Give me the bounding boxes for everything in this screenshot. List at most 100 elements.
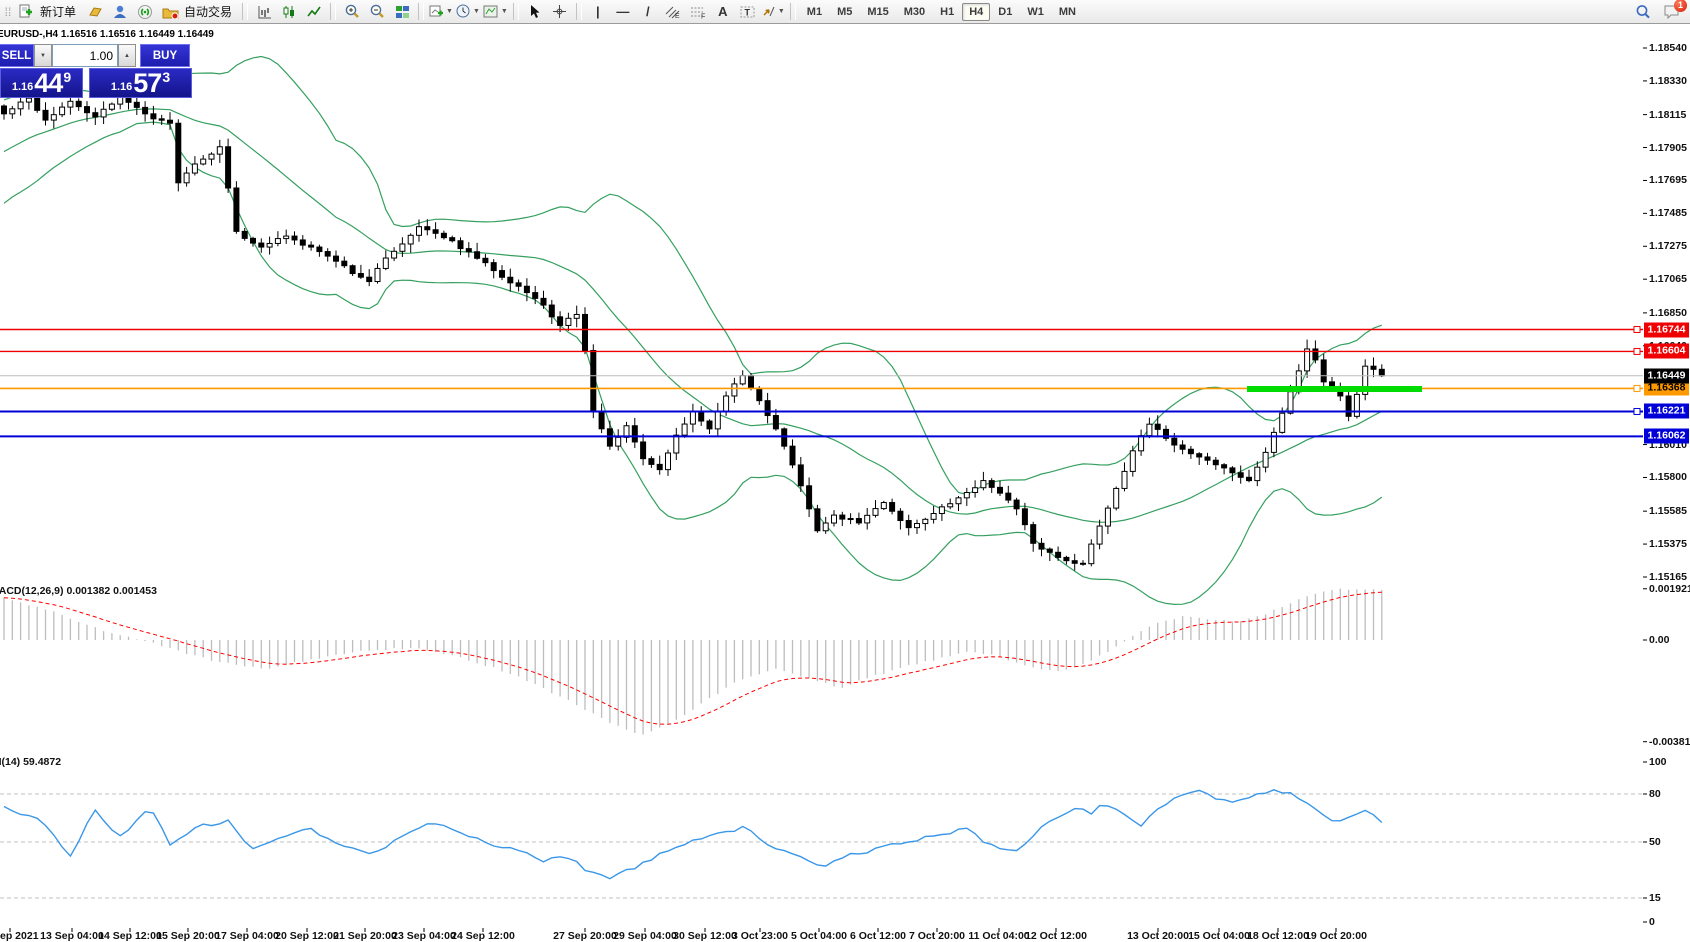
timeframe-m5[interactable]: M5 xyxy=(837,5,853,18)
line-endpoint-marker[interactable] xyxy=(1633,407,1641,415)
candle xyxy=(1304,348,1311,372)
periods-button[interactable]: ▼ xyxy=(455,1,481,23)
autotrade-button[interactable] xyxy=(158,1,182,23)
candle xyxy=(399,243,406,252)
timeframe-d1[interactable]: D1 xyxy=(998,5,1013,18)
candle xyxy=(50,114,57,121)
bollinger-band xyxy=(3,108,1383,523)
candle xyxy=(374,267,381,283)
text-label-icon: T xyxy=(740,6,755,17)
line-endpoint-marker[interactable] xyxy=(1633,384,1641,392)
timeframe-h4[interactable]: H4 xyxy=(962,2,991,21)
sell-price-sup: 9 xyxy=(63,69,72,85)
candle xyxy=(806,485,813,510)
line-chart-button[interactable] xyxy=(302,1,326,23)
volume-decrease-button[interactable]: ▼ xyxy=(34,44,52,67)
volume-input[interactable] xyxy=(52,44,118,67)
sell-price-display[interactable]: 1.16 44 9 xyxy=(0,68,83,98)
candle xyxy=(1080,562,1086,565)
timeframe-mn[interactable]: MN xyxy=(1058,5,1076,18)
community-button[interactable] xyxy=(108,1,132,23)
search-button[interactable] xyxy=(1631,1,1655,23)
candle xyxy=(739,375,746,385)
svg-text:T: T xyxy=(744,7,750,17)
timeframe-m30[interactable]: M30 xyxy=(903,5,926,18)
volume-increase-button[interactable]: ▲ xyxy=(118,44,136,67)
svg-text:E: E xyxy=(675,13,680,19)
text-label-button[interactable]: T xyxy=(736,1,760,23)
new-order-button[interactable] xyxy=(14,1,38,23)
horizontal-line-button[interactable]: — xyxy=(616,4,630,19)
candle xyxy=(947,503,954,508)
candle xyxy=(432,229,439,234)
candle xyxy=(225,146,232,189)
green-highlight-bar[interactable] xyxy=(1247,386,1422,392)
current-price-badge: 1.16449 xyxy=(1644,368,1689,384)
candle xyxy=(648,458,655,465)
timeframe-h1[interactable]: H1 xyxy=(940,5,955,18)
timeframe-w1[interactable]: W1 xyxy=(1027,5,1044,18)
line-endpoint-marker[interactable] xyxy=(1633,347,1641,355)
bar-chart-icon xyxy=(258,5,271,18)
arrows-button[interactable]: ▼ xyxy=(761,1,786,23)
candle xyxy=(499,270,505,278)
zoom-in-button[interactable] xyxy=(340,1,364,23)
candle xyxy=(283,235,290,240)
candlestick-chart-button[interactable] xyxy=(277,1,301,23)
styles-button[interactable] xyxy=(83,1,107,23)
tile-windows-button[interactable] xyxy=(390,1,414,23)
candle xyxy=(366,276,373,283)
channel-button[interactable]: E xyxy=(661,1,685,23)
candle xyxy=(557,316,564,326)
vertical-line-button[interactable]: | xyxy=(596,4,600,19)
signal-button[interactable] xyxy=(133,1,157,23)
cursor-button[interactable] xyxy=(523,1,547,23)
candle xyxy=(167,119,173,124)
candle xyxy=(1129,450,1136,472)
candle xyxy=(1337,387,1344,397)
candle xyxy=(440,232,447,239)
candle xyxy=(598,411,605,430)
price-level-badge: 1.16604 xyxy=(1644,343,1689,359)
bar-chart-button[interactable] xyxy=(252,1,276,23)
time-axis-label: 3 Oct 23:00 xyxy=(731,930,789,942)
autotrade-label[interactable]: 自动交易 xyxy=(184,5,233,19)
new-order-label[interactable]: 新订单 xyxy=(40,5,77,19)
separator xyxy=(575,3,582,20)
buy-price-display[interactable]: 1.16 57 3 xyxy=(89,68,192,98)
fibonacci-button[interactable]: F xyxy=(686,1,710,23)
new-chart-button[interactable]: ▼ xyxy=(428,1,454,23)
macd-axis-label: 0.00 xyxy=(1649,634,1670,646)
macd-indicator-label: MACD(12,26,9) 0.001382 0.001453 xyxy=(0,585,157,597)
candle xyxy=(905,520,912,529)
candle xyxy=(291,235,298,241)
candle xyxy=(266,242,273,248)
timeframe-m1[interactable]: M1 xyxy=(806,5,823,18)
candle xyxy=(889,502,896,512)
zoom-out-button[interactable] xyxy=(365,1,389,23)
time-axis-label: 14 Sep 12:00 xyxy=(98,930,162,942)
templates-button[interactable]: ▼ xyxy=(482,1,509,23)
line-endpoint-marker[interactable] xyxy=(1633,326,1641,334)
candle xyxy=(200,158,207,165)
candle xyxy=(1237,472,1244,478)
sell-button[interactable]: SELL xyxy=(0,44,34,67)
timeframe-m15[interactable]: M15 xyxy=(867,5,889,18)
buy-price-sup: 3 xyxy=(162,69,171,85)
candle xyxy=(407,234,414,245)
crosshair-button[interactable] xyxy=(548,1,572,23)
candle xyxy=(457,240,464,250)
trendline-button[interactable]: / xyxy=(646,4,650,19)
candle xyxy=(299,239,306,246)
new-order-icon xyxy=(19,4,32,17)
candle xyxy=(1204,456,1211,461)
text-button[interactable]: A xyxy=(718,4,728,19)
candle xyxy=(449,237,456,242)
buy-button[interactable]: BUY xyxy=(140,44,190,67)
notifications-button[interactable]: 1 xyxy=(1659,0,1687,23)
candle xyxy=(1063,556,1070,562)
candle xyxy=(191,163,198,174)
candle xyxy=(1254,466,1261,482)
